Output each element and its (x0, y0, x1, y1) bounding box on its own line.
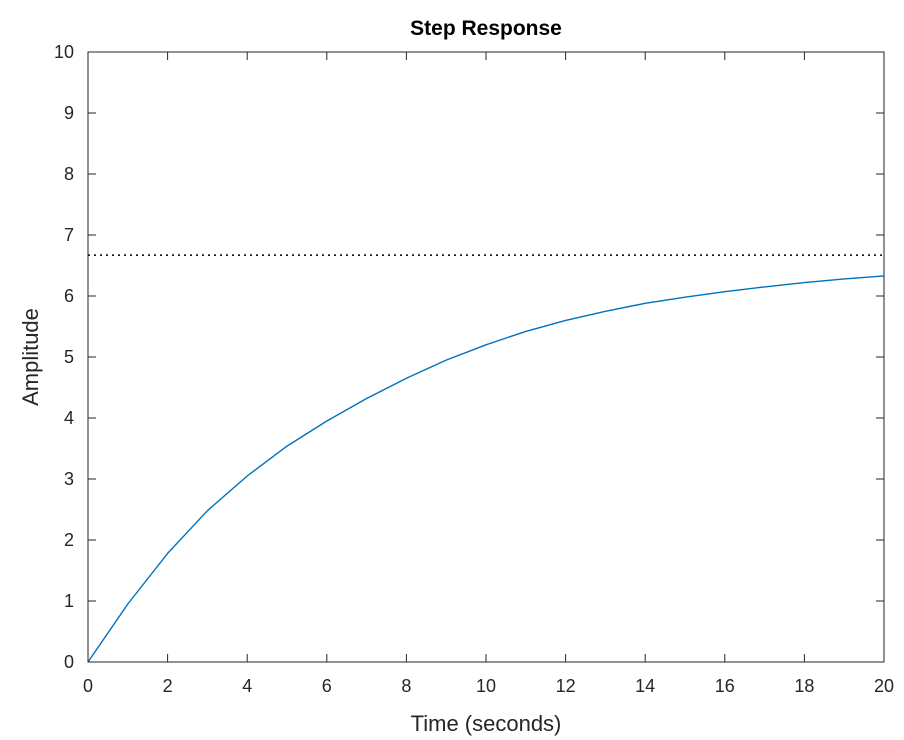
x-tick-label: 4 (242, 676, 252, 696)
y-tick-label: 9 (64, 103, 74, 123)
y-tick-label: 10 (54, 42, 74, 62)
x-tick-label: 8 (401, 676, 411, 696)
y-axis-ticks: 0 1 2 3 4 5 6 7 8 9 10 (54, 42, 884, 672)
x-tick-label: 6 (322, 676, 332, 696)
x-tick-label: 18 (794, 676, 814, 696)
x-tick-label: 2 (163, 676, 173, 696)
y-tick-label: 2 (64, 530, 74, 550)
y-tick-label: 3 (64, 469, 74, 489)
x-axis-ticks: 0 2 4 6 8 10 12 14 16 18 20 (83, 52, 894, 696)
y-tick-label: 1 (64, 591, 74, 611)
x-tick-label: 20 (874, 676, 894, 696)
chart-title: Step Response (410, 17, 562, 40)
x-tick-label: 14 (635, 676, 655, 696)
y-tick-label: 8 (64, 164, 74, 184)
series-layer (87, 254, 885, 663)
y-tick-label: 6 (64, 286, 74, 306)
y-tick-label: 4 (64, 408, 74, 428)
y-axis-label: Amplitude (18, 308, 43, 406)
x-tick-label: 12 (556, 676, 576, 696)
x-axis-label: Time (seconds) (411, 711, 562, 736)
y-tick-label: 5 (64, 347, 74, 367)
step-response-line (87, 275, 885, 663)
x-tick-label: 16 (715, 676, 735, 696)
y-tick-label: 7 (64, 225, 74, 245)
x-tick-label: 0 (83, 676, 93, 696)
x-tick-label: 10 (476, 676, 496, 696)
plot-area-border (87, 51, 885, 663)
y-tick-label: 0 (64, 652, 74, 672)
